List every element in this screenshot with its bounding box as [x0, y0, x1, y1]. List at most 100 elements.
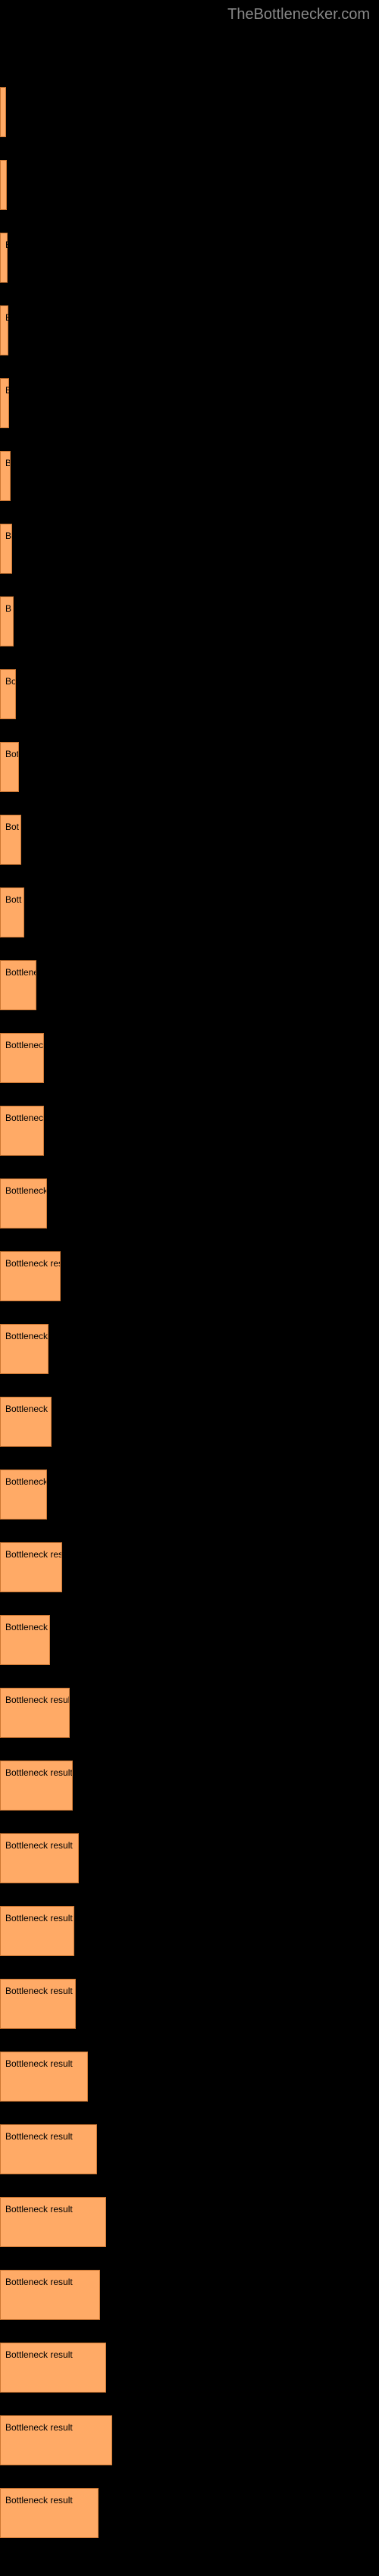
chart-bar: Bottleneck result: [0, 1906, 74, 1956]
bar-row: Bottleneck result: [0, 1688, 379, 1738]
chart-bar: Bottleneck re: [0, 1033, 44, 1083]
bar-text: [1, 88, 10, 100]
chart-bar: Bottleneck result: [0, 2052, 88, 2102]
bar-text: Bottleneck re: [1, 1470, 46, 1493]
site-header: TheBottlenecker.com: [0, 0, 379, 27]
bar-row: Bottleneck result: [0, 2270, 379, 2320]
bar-row: Bottleneck result: [0, 1906, 379, 1956]
bar-text: Bottleneck result: [1, 2489, 98, 2512]
bar-text: Bott: [1, 743, 18, 765]
chart-bar: Bottleneck result: [0, 1979, 76, 2029]
chart-bar: Bottleneck result: [0, 1251, 61, 1301]
chart-bar: Bottleneck result: [0, 1688, 70, 1738]
chart-bar: B: [0, 596, 14, 646]
bar-text: Bottleneck resu: [1, 1179, 46, 1202]
chart-bar: Bottleneck result: [0, 2124, 97, 2174]
bar-row: Bottleneck resu: [0, 1615, 379, 1665]
bar-text: Bottleneck result: [1, 1980, 75, 2002]
bar-row: Bottleneck: [0, 1106, 379, 1156]
bar-text: Bottleneck resu: [1, 1616, 49, 1639]
chart-bar: Bottleneck resu: [0, 1324, 49, 1374]
bar-text: [1, 161, 10, 173]
bar-text: Bottleneck result: [1, 1252, 60, 1275]
bar-text: Bottleneck result: [1, 2125, 96, 2148]
chart-bar: Bottleneck result: [0, 2197, 106, 2247]
bar-row: Bottleneck result: [0, 2415, 379, 2465]
bar-row: Bottleneck result: [0, 2124, 379, 2174]
bar-row: Bottleneck re: [0, 1033, 379, 1083]
bar-row: Bottleneck result: [0, 1833, 379, 1883]
bar-text: Bottleneck resul: [1, 1398, 51, 1420]
chart-bar: Bottlenec: [0, 960, 36, 1010]
chart-bar: Bottleneck result: [0, 1761, 73, 1811]
chart-bar: B: [0, 524, 12, 574]
bar-text: Bottlenec: [1, 961, 36, 984]
bar-text: Bottleneck result: [1, 2052, 87, 2075]
bar-row: Bott: [0, 742, 379, 792]
chart-bar: B: [0, 378, 9, 428]
chart-bar: B: [0, 451, 11, 501]
bar-row: Bo: [0, 669, 379, 719]
bar-text: Bottleneck result: [1, 1689, 69, 1711]
chart-bar: Bottleneck result: [0, 1833, 79, 1883]
chart-bar: Bottleneck result: [0, 2488, 99, 2538]
bar-text: Bottleneck result: [1, 1834, 78, 1857]
bar-text: Bot: [1, 815, 20, 838]
chart-bar: Bott: [0, 742, 19, 792]
chart-bar: B: [0, 305, 8, 355]
chart-bar: Bottleneck resul: [0, 1397, 52, 1447]
bar-row: Bottleneck result: [0, 1761, 379, 1811]
bar-row: Bottleneck result: [0, 1979, 379, 2029]
bar-row: Bottleneck result: [0, 2488, 379, 2538]
bar-row: Bottlenec: [0, 960, 379, 1010]
bar-text: Bo: [1, 670, 15, 693]
bar-row: Bott: [0, 887, 379, 937]
bar-row: Bottleneck result: [0, 2052, 379, 2102]
bar-text: Bott: [1, 888, 23, 911]
bar-text: Bottleneck re: [1, 1034, 43, 1056]
chart-bar: Bottleneck result: [0, 2270, 100, 2320]
chart-bar: [0, 160, 7, 210]
bar-text: B: [1, 233, 10, 256]
bar-text: B: [1, 452, 10, 474]
chart-bar: Bottleneck re: [0, 1470, 47, 1520]
chart-bar: Bottleneck result: [0, 1542, 62, 1592]
chart-bar: Bot: [0, 815, 21, 865]
chart-bar: Bottleneck result: [0, 2343, 106, 2393]
chart-bar: Bo: [0, 669, 16, 719]
chart-bar: [0, 87, 6, 137]
bar-row: Bottleneck result: [0, 1542, 379, 1592]
bar-text: B: [1, 306, 10, 329]
chart-bar: Bottleneck: [0, 1106, 44, 1156]
bar-text: Bottleneck result: [1, 1907, 74, 1930]
bar-row: Bottleneck result: [0, 2343, 379, 2393]
bar-text: B: [1, 597, 13, 620]
bar-row: Bot: [0, 815, 379, 865]
bar-row: B: [0, 378, 379, 428]
bar-row: Bottleneck resu: [0, 1178, 379, 1229]
bar-row: [0, 160, 379, 210]
bar-text: Bottleneck result: [1, 1761, 72, 1784]
bar-row: B: [0, 305, 379, 355]
bar-text: Bottleneck result: [1, 2271, 99, 2293]
bar-text: Bottleneck result: [1, 2343, 105, 2366]
bar-text: Bottleneck resu: [1, 1325, 48, 1347]
bar-row: B: [0, 596, 379, 646]
bar-text: Bottleneck: [1, 1106, 43, 1129]
chart-bar: Bottleneck result: [0, 2415, 112, 2465]
bar-text: Bottleneck result: [1, 2198, 105, 2221]
bar-text: Bottleneck result: [1, 1543, 61, 1566]
bar-row: Bottleneck result: [0, 2197, 379, 2247]
bar-text: B: [1, 379, 10, 402]
bar-row: Bottleneck resu: [0, 1324, 379, 1374]
bar-row: Bottleneck re: [0, 1470, 379, 1520]
bar-row: B: [0, 524, 379, 574]
bar-row: [0, 87, 379, 137]
chart-bar: Bott: [0, 887, 24, 937]
chart-bar: Bottleneck resu: [0, 1178, 47, 1229]
bar-chart: BBBBBBBoBottBotBottBottlenecBottleneck r…: [0, 27, 379, 2576]
bar-row: Bottleneck result: [0, 1251, 379, 1301]
chart-bar: Bottleneck resu: [0, 1615, 50, 1665]
bar-row: B: [0, 451, 379, 501]
bar-row: B: [0, 233, 379, 283]
